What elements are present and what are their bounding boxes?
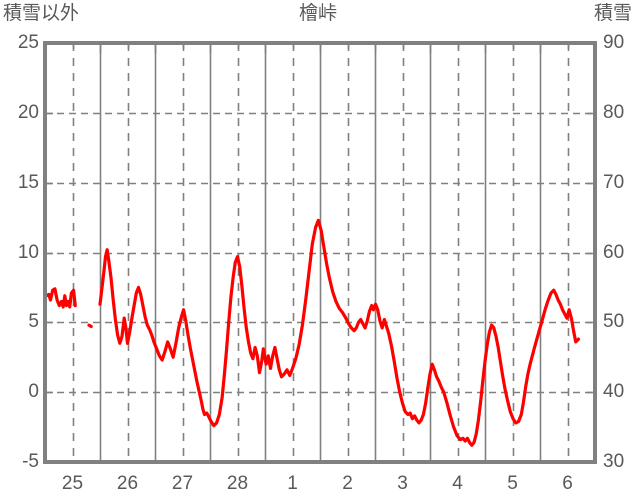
x-tick-label: 28 [226,473,249,494]
x-tick-label: 5 [507,473,518,494]
x-tick-label: 1 [287,473,298,494]
x-tick-label: 4 [452,473,463,494]
x-tick-label: 3 [397,473,408,494]
left-tick-label: 0 [28,381,39,403]
right-tick-label: 80 [603,101,625,123]
day-gridlines [99,43,542,462]
right-axis-title: 積雪 [593,3,632,24]
right-tick-label: 30 [603,451,625,472]
left-tick-label: 20 [17,101,39,123]
left-tick-label: 10 [17,241,39,263]
series-lines [44,218,581,447]
left-tick-label: 15 [17,171,39,193]
horizontal-gridlines [45,112,595,394]
right-tick-label: 90 [603,32,625,53]
left-tick-label: 25 [17,32,39,53]
left-tick-label: 5 [28,311,39,333]
left-axis-title: 積雪以外 [3,3,80,24]
midday-gridlines [72,43,570,462]
x-tick-label: 6 [562,473,573,494]
right-tick-label: 40 [603,381,625,403]
right-tick-label: 50 [603,311,625,333]
x-tick-label: 27 [171,473,194,494]
x-tick-label: 25 [61,473,84,494]
x-tick-label: 2 [342,473,353,494]
plot-frame [43,41,597,464]
x-tick-label: 26 [116,473,139,494]
right-tick-label: 60 [603,241,625,263]
chart-title: 檜峠 [298,3,337,24]
left-tick-label: -5 [22,451,39,472]
right-tick-label: 70 [603,171,625,193]
